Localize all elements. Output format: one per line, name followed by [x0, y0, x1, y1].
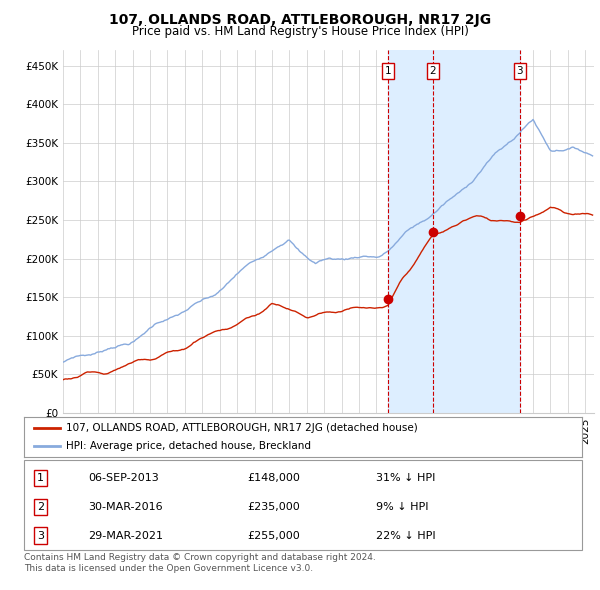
- Text: Contains HM Land Registry data © Crown copyright and database right 2024.
This d: Contains HM Land Registry data © Crown c…: [24, 553, 376, 573]
- Text: 1: 1: [385, 66, 392, 76]
- Text: £235,000: £235,000: [247, 502, 300, 512]
- Text: 2: 2: [37, 502, 44, 512]
- Text: 22% ↓ HPI: 22% ↓ HPI: [376, 530, 435, 540]
- Text: 107, OLLANDS ROAD, ATTLEBOROUGH, NR17 2JG (detached house): 107, OLLANDS ROAD, ATTLEBOROUGH, NR17 2J…: [66, 423, 418, 433]
- Text: 06-SEP-2013: 06-SEP-2013: [88, 473, 159, 483]
- Text: 29-MAR-2021: 29-MAR-2021: [88, 530, 163, 540]
- Text: 1: 1: [37, 473, 44, 483]
- Text: 30-MAR-2016: 30-MAR-2016: [88, 502, 163, 512]
- Text: 107, OLLANDS ROAD, ATTLEBOROUGH, NR17 2JG: 107, OLLANDS ROAD, ATTLEBOROUGH, NR17 2J…: [109, 13, 491, 27]
- Text: Price paid vs. HM Land Registry's House Price Index (HPI): Price paid vs. HM Land Registry's House …: [131, 25, 469, 38]
- Bar: [388, 50, 520, 413]
- Text: 31% ↓ HPI: 31% ↓ HPI: [376, 473, 435, 483]
- Text: 3: 3: [517, 66, 523, 76]
- Text: £255,000: £255,000: [247, 530, 300, 540]
- Text: £148,000: £148,000: [247, 473, 300, 483]
- Text: 2: 2: [430, 66, 436, 76]
- Text: 3: 3: [37, 530, 44, 540]
- Text: 9% ↓ HPI: 9% ↓ HPI: [376, 502, 428, 512]
- Text: HPI: Average price, detached house, Breckland: HPI: Average price, detached house, Brec…: [66, 441, 311, 451]
